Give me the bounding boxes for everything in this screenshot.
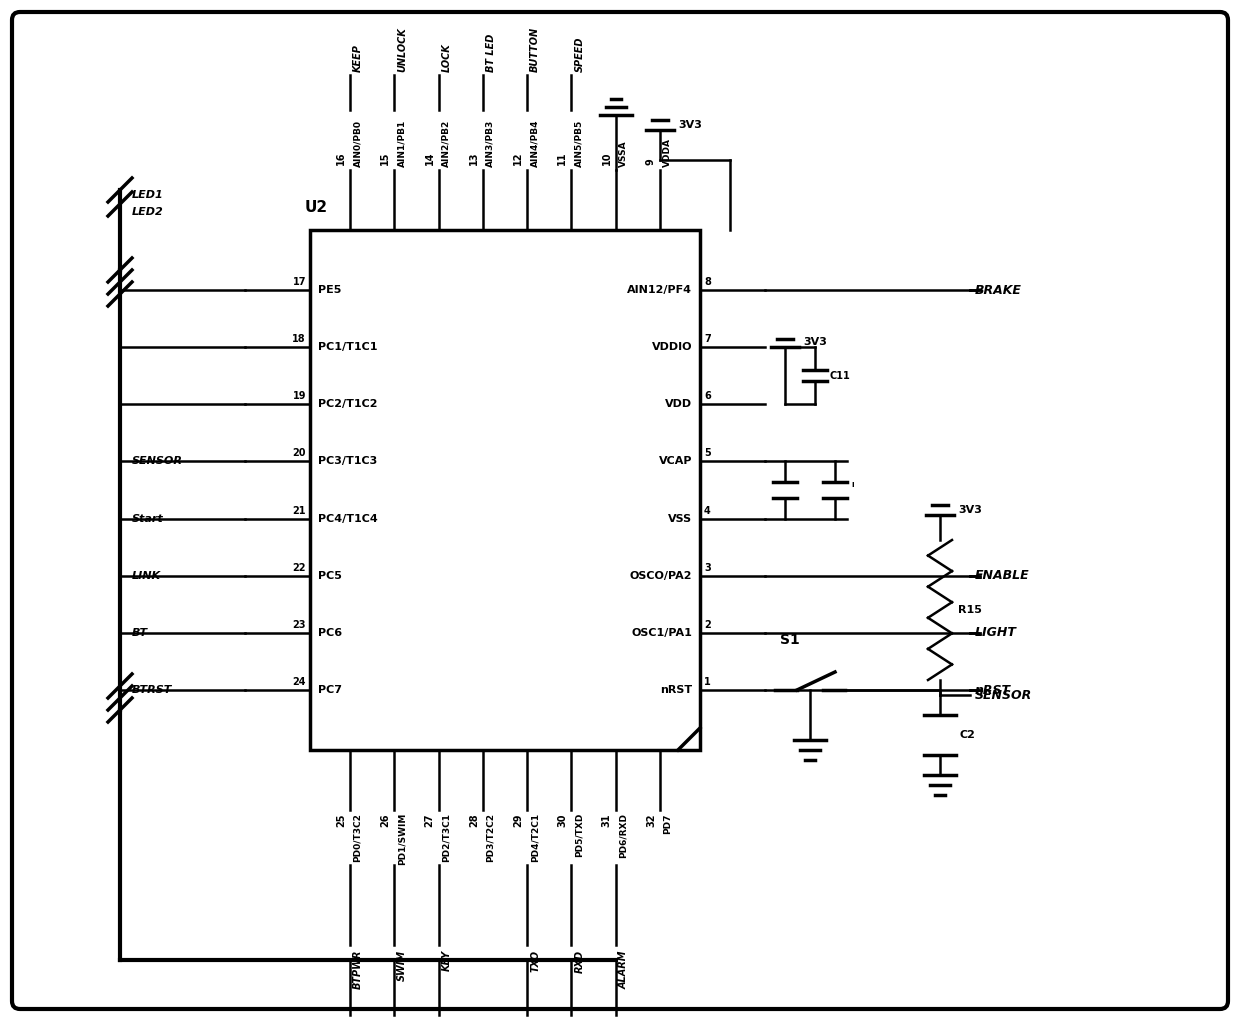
Text: 2: 2 [704,620,711,630]
Text: PC4/T1C4: PC4/T1C4 [317,514,378,524]
Text: LED1: LED1 [131,190,164,200]
Text: 19: 19 [293,391,306,401]
Text: AIN2/PB2: AIN2/PB2 [441,119,450,167]
Text: AIN0/PB0: AIN0/PB0 [353,120,362,167]
Text: LED2: LED2 [131,207,164,217]
Text: PC5: PC5 [317,571,342,581]
Text: 24: 24 [293,677,306,687]
Text: PD0/T3C2: PD0/T3C2 [353,813,362,862]
FancyBboxPatch shape [12,12,1228,1009]
Text: PD2/T3C1: PD2/T3C1 [441,813,450,862]
Text: PD3/T2C2: PD3/T2C2 [486,813,495,862]
Text: VDDA: VDDA [663,138,672,167]
Text: nRST: nRST [660,685,692,695]
Text: 7: 7 [704,334,711,344]
Text: C2: C2 [960,730,976,740]
Text: AIN5/PB5: AIN5/PB5 [574,119,584,167]
Text: R15: R15 [959,605,982,615]
Text: 23: 23 [293,620,306,630]
Text: BUTTON: BUTTON [531,27,541,72]
Text: VSS: VSS [668,514,692,524]
Text: 5: 5 [704,448,711,458]
Text: PD5/TXD: PD5/TXD [574,813,584,858]
Text: ': ' [849,481,854,499]
Text: RXD: RXD [574,950,584,973]
Text: VSSA: VSSA [619,140,627,167]
Text: PC6: PC6 [317,628,342,638]
Text: KEEP: KEEP [353,44,363,72]
Text: VDD: VDD [665,399,692,409]
Text: 28: 28 [469,813,479,827]
Text: C11: C11 [830,371,851,381]
Text: OSC1/PA1: OSC1/PA1 [631,628,692,638]
Text: SENSOR: SENSOR [131,456,184,467]
Text: 1: 1 [704,677,711,687]
Text: AIN4/PB4: AIN4/PB4 [531,119,539,167]
Text: VCAP: VCAP [658,456,692,467]
Text: BT LED: BT LED [486,34,496,72]
Text: PD6/RXD: PD6/RXD [619,813,627,858]
Text: BT: BT [131,628,148,638]
Text: 3V3: 3V3 [804,337,827,347]
Text: U2: U2 [305,200,329,215]
Text: 30: 30 [558,813,568,827]
Text: TXO: TXO [531,950,541,972]
Text: 26: 26 [381,813,391,827]
Text: 4: 4 [704,505,711,516]
Text: 3V3: 3V3 [959,505,982,515]
Text: PD4/T2C1: PD4/T2C1 [531,813,539,862]
Text: BTPWR: BTPWR [353,950,363,989]
Text: SPEED: SPEED [574,37,584,72]
Text: 10: 10 [601,151,611,165]
Text: nRST: nRST [975,683,1011,696]
Text: PD7: PD7 [663,813,672,833]
Text: UNLOCK: UNLOCK [397,28,407,72]
Text: 31: 31 [601,813,611,827]
Text: SWIM: SWIM [397,950,407,981]
Text: 29: 29 [513,813,523,827]
Text: 32: 32 [646,813,656,827]
Text: 15: 15 [381,151,391,165]
Text: VDDIO: VDDIO [651,342,692,352]
Text: Start: Start [131,514,164,524]
Text: 25: 25 [336,813,346,827]
Text: PE5: PE5 [317,285,341,295]
Text: 8: 8 [704,277,711,287]
Text: LOCK: LOCK [441,43,451,72]
Text: 11: 11 [558,151,568,165]
Text: 3V3: 3V3 [678,120,702,130]
Text: SENSOR: SENSOR [975,688,1032,701]
Text: 18: 18 [293,334,306,344]
Text: KEY: KEY [441,950,451,971]
Text: LIGHT: LIGHT [975,626,1017,639]
Text: 21: 21 [293,505,306,516]
Text: AIN12/PF4: AIN12/PF4 [627,285,692,295]
Text: 9: 9 [646,158,656,165]
Text: 17: 17 [293,277,306,287]
Text: 20: 20 [293,448,306,458]
Text: BRAKE: BRAKE [975,284,1022,296]
Text: OSCO/PA2: OSCO/PA2 [630,571,692,581]
Text: PD1/SWIM: PD1/SWIM [397,813,407,866]
Text: 16: 16 [336,151,346,165]
Text: AIN1/PB1: AIN1/PB1 [397,119,407,167]
Text: PC7: PC7 [317,685,342,695]
Text: 22: 22 [293,563,306,573]
Text: S1: S1 [780,633,800,647]
Text: 12: 12 [513,151,523,165]
Text: 27: 27 [424,813,434,827]
Text: AIN3/PB3: AIN3/PB3 [486,119,495,167]
Text: 6: 6 [704,391,711,401]
Text: PC2/T1C2: PC2/T1C2 [317,399,377,409]
Text: BTRST: BTRST [131,685,172,695]
Text: ALARM: ALARM [619,950,629,988]
Bar [310,230,701,750]
Text: 3: 3 [704,563,711,573]
Text: 13: 13 [469,151,479,165]
Text: PC1/T1C1: PC1/T1C1 [317,342,377,352]
Text: PC3/T1C3: PC3/T1C3 [317,456,377,467]
Text: LINK: LINK [131,571,161,581]
Text: ENABLE: ENABLE [975,570,1029,582]
Text: 14: 14 [424,151,434,165]
